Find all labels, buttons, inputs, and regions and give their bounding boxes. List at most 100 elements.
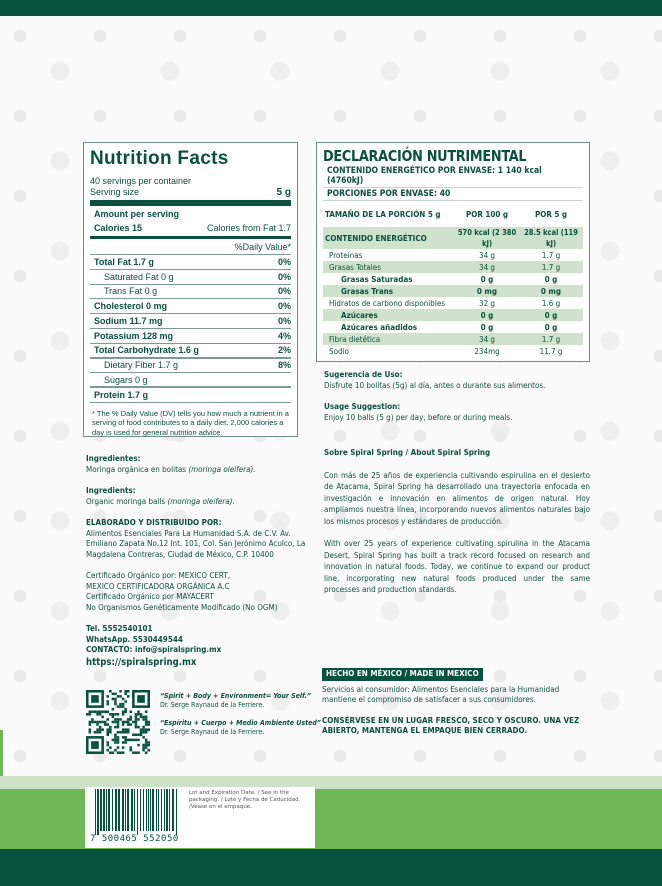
amount-per-serving: Amount per serving: [94, 209, 180, 219]
qr-module: [114, 733, 117, 737]
decl-cell: 1.7 g: [519, 333, 583, 345]
qr-module: [119, 730, 122, 734]
nutrient-dv: 0%: [277, 316, 291, 327]
qr-module: [139, 713, 143, 716]
qr-module: [114, 697, 117, 701]
qr-module: [126, 730, 130, 734]
qr-module: [114, 713, 117, 716]
qr-module: [129, 723, 133, 726]
qr-module: [96, 723, 99, 726]
qr-module: [139, 728, 143, 731]
barcode-bar: [131, 789, 133, 831]
qr-module: [132, 733, 135, 737]
qr-module: [142, 748, 145, 752]
qr-module: [116, 751, 120, 754]
qr-module: [139, 733, 143, 737]
barcode-bar: [166, 789, 168, 831]
barcode-bar: [161, 789, 162, 831]
light-green-band: [0, 776, 662, 789]
decl-row: Fibra dietética 34 g 1.7 g: [323, 333, 583, 345]
decl-cell: Grasas Saturadas: [341, 274, 413, 284]
qr-module: [132, 751, 135, 754]
qr-module: [144, 723, 148, 726]
contact-email[interactable]: CONTACTO: info@spiralspring.mx: [86, 645, 222, 654]
qr-module: [119, 695, 122, 698]
qr-module: [103, 710, 107, 714]
qr-module: [114, 741, 117, 744]
qr-module: [142, 736, 145, 739]
qr-module: [98, 725, 102, 729]
qr-module: [147, 741, 150, 744]
qr-module: [121, 751, 125, 754]
barcode-bar: [172, 789, 174, 831]
qr-module: [96, 720, 99, 724]
barcode-bar: [156, 789, 157, 831]
quote-es: “Espíritu + Cuerpo + Medio Ambiente Uste…: [160, 719, 321, 727]
usage-title: Usage Suggestion:: [324, 402, 401, 411]
qr-module: [103, 723, 107, 726]
qr-module: [116, 723, 120, 726]
calories: Calories 15: [94, 223, 143, 233]
qr-module: [121, 702, 125, 706]
cert-line: MEXICO CERTIFICADORA ORGÁNICA A.C: [86, 581, 230, 591]
qr-module: [106, 718, 110, 721]
qr-module: [144, 728, 148, 731]
qr-module: [134, 738, 138, 742]
qr-module: [93, 720, 97, 724]
qr-module: [144, 751, 148, 754]
decl-cell: 0 g: [519, 309, 583, 321]
decl-cell: 1.6 g: [541, 298, 561, 308]
barcode-bar: [108, 789, 110, 831]
qr-module: [124, 728, 127, 731]
qr-module: [88, 710, 92, 714]
qr-module: [126, 738, 130, 742]
decl-cell: Fibra dietética: [323, 333, 455, 345]
qr-code[interactable]: [86, 690, 150, 754]
nutrient-dv: 2%: [277, 345, 291, 356]
decl-cell: 32 g: [478, 298, 495, 308]
qr-module: [129, 718, 133, 721]
qr-module: [147, 728, 150, 731]
uso-title: Sugerencia de Uso:: [324, 370, 403, 379]
qr-module: [116, 741, 120, 744]
barcode-bar: [122, 789, 124, 831]
qr-module: [119, 718, 122, 721]
declaracion-nutrimental-panel: DECLARACIÓN NUTRIMENTAL CONTENIDO ENERGÉ…: [316, 142, 590, 362]
qr-module: [101, 728, 104, 731]
qr-module: [147, 748, 150, 752]
quote-author: Dr. Serge Raynaud de la Ferriere.: [160, 728, 265, 736]
qr-module: [137, 718, 140, 721]
website-link[interactable]: https://spiralspring.mx: [86, 656, 197, 668]
barcode-bar: [152, 789, 154, 831]
qr-module: [114, 736, 117, 739]
decl-cell: Azúcares añadidos: [341, 322, 418, 332]
barcode-bar: [100, 789, 102, 831]
decl-row: Grasas Trans 0 mg 0 mg: [323, 285, 583, 297]
ing-es-latin: (moringa oleifera).: [188, 464, 256, 474]
qr-module: [121, 697, 125, 701]
qr-module: [93, 730, 97, 734]
qr-module: [129, 748, 133, 752]
qr-module: [124, 736, 127, 739]
qr-module: [109, 730, 112, 734]
nutrient-row: Total Fat 1.7 g 0%: [90, 255, 291, 270]
qr-module: [98, 730, 102, 734]
nutrient-label: Cholesterol 0 mg: [94, 301, 168, 312]
ing-es-title: Ingredientes:: [86, 454, 141, 463]
nutrient-row: Sugars 0 g: [90, 373, 291, 389]
decl-cell: CONTENIDO ENERGÉTICO: [323, 227, 455, 249]
qr-module: [88, 723, 92, 726]
qr-module: [116, 736, 120, 739]
lot-expiration-note: Lot and Expiration Date. / See in the pa…: [189, 790, 301, 810]
qr-module: [144, 710, 148, 714]
quotes: “Spirit + Body + Environment= Your Self.…: [160, 692, 321, 737]
left-column: Ingredientes: Moringa orgánica en bolita…: [86, 454, 316, 668]
qr-module: [137, 695, 145, 703]
decl-cell: 1.7 g: [519, 261, 583, 273]
qr-module: [91, 710, 94, 714]
qr-module: [126, 690, 130, 693]
qr-module: [106, 710, 110, 714]
qr-module: [119, 702, 122, 706]
decl-cell: 0 mg: [519, 285, 583, 297]
top-band: [0, 0, 662, 16]
